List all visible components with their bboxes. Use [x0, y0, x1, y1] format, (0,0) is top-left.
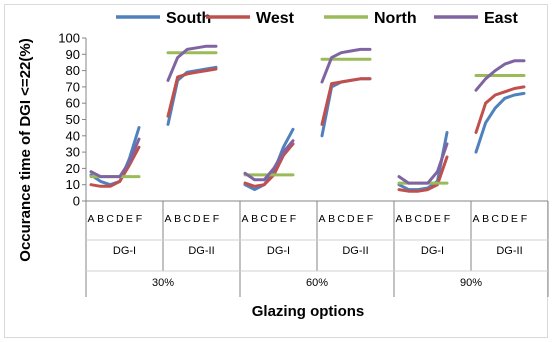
x-category-label: C [106, 213, 114, 225]
series-line-south [166, 65, 218, 126]
y-tick-label: 80 [66, 63, 80, 78]
x-group-label: 30% [152, 277, 174, 289]
series-line-east [474, 59, 526, 92]
y-tick-label: 50 [66, 112, 80, 127]
legend-label-west: West [256, 10, 295, 27]
y-tick-label: 0 [73, 194, 80, 209]
x-axis-title: Glazing options [252, 303, 365, 320]
x-category-label: F [521, 213, 527, 225]
series-line-east [89, 137, 141, 179]
x-category-label: A [87, 213, 94, 225]
x-category-label: B [251, 213, 258, 225]
x-subgroup-label: DG-I [267, 245, 290, 257]
x-category-label: E [511, 213, 518, 225]
x-category-label: A [241, 213, 248, 225]
legend-label-north: North [374, 10, 417, 27]
x-category-label: D [116, 213, 124, 225]
x-category-label: B [482, 213, 489, 225]
series-line-south [474, 91, 526, 154]
x-category-label: E [280, 213, 287, 225]
x-category-label: F [213, 213, 219, 225]
x-category-label: B [97, 213, 104, 225]
x-group-label: 60% [306, 277, 328, 289]
series-layer [89, 44, 526, 193]
x-category-label: D [270, 213, 278, 225]
x-category-label: D [347, 213, 355, 225]
x-category-label: F [290, 213, 296, 225]
series-line-east [243, 139, 295, 182]
series-line-west [243, 142, 295, 188]
x-category-label: D [424, 213, 432, 225]
x-category-label: C [260, 213, 268, 225]
y-tick-label: 60 [66, 96, 80, 111]
x-category-label: F [367, 213, 373, 225]
axes-layer [82, 37, 549, 297]
x-subgroup-label: DG-II [342, 245, 368, 257]
x-category-label: A [318, 213, 325, 225]
series-line-south [397, 131, 449, 192]
x-category-label: A [472, 213, 479, 225]
y-tick-label: 70 [66, 79, 80, 94]
x-category-label: C [414, 213, 422, 225]
x-category-label: E [203, 213, 210, 225]
y-axis-title: Occurance time of DGI <=22(%) [17, 38, 34, 261]
x-subgroup-label: DG-II [496, 245, 522, 257]
x-category-label: D [193, 213, 201, 225]
y-tick-label: 20 [66, 161, 80, 176]
x-category-label: C [491, 213, 499, 225]
x-group-label: 90% [460, 277, 482, 289]
legend-label-south: South [166, 10, 211, 27]
x-category-label: D [501, 213, 509, 225]
x-category-label: A [164, 213, 171, 225]
y-tick-label: 90 [66, 47, 80, 62]
x-subgroup-label: DG-II [188, 245, 214, 257]
y-tick-label: 40 [66, 128, 80, 143]
x-category-label: E [357, 213, 364, 225]
legend: South West North East [116, 10, 518, 27]
y-tick-label: 30 [66, 145, 80, 160]
series-line-east [166, 44, 218, 82]
x-category-label: B [174, 213, 181, 225]
x-subgroup-label: DG-I [421, 245, 444, 257]
x-category-label: B [405, 213, 412, 225]
series-line-west [320, 77, 372, 126]
series-line-west [474, 85, 526, 134]
y-tick-label: 100 [58, 31, 80, 46]
chart-area [4, 4, 548, 338]
legend-label-east: East [484, 10, 518, 27]
x-subgroup-label: DG-I [113, 245, 136, 257]
x-category-label: B [328, 213, 335, 225]
series-line-west [166, 67, 218, 118]
series-line-west [89, 145, 141, 188]
x-category-label: F [136, 213, 142, 225]
x-category-label: A [395, 213, 402, 225]
series-line-east [320, 47, 372, 84]
x-category-label: E [434, 213, 441, 225]
x-category-label: C [337, 213, 345, 225]
series-line-east [397, 142, 449, 185]
x-category-label: F [444, 213, 450, 225]
x-category-label: E [126, 213, 133, 225]
y-tick-label: 10 [66, 177, 80, 192]
x-category-label: C [183, 213, 191, 225]
series-line-west [397, 155, 449, 193]
